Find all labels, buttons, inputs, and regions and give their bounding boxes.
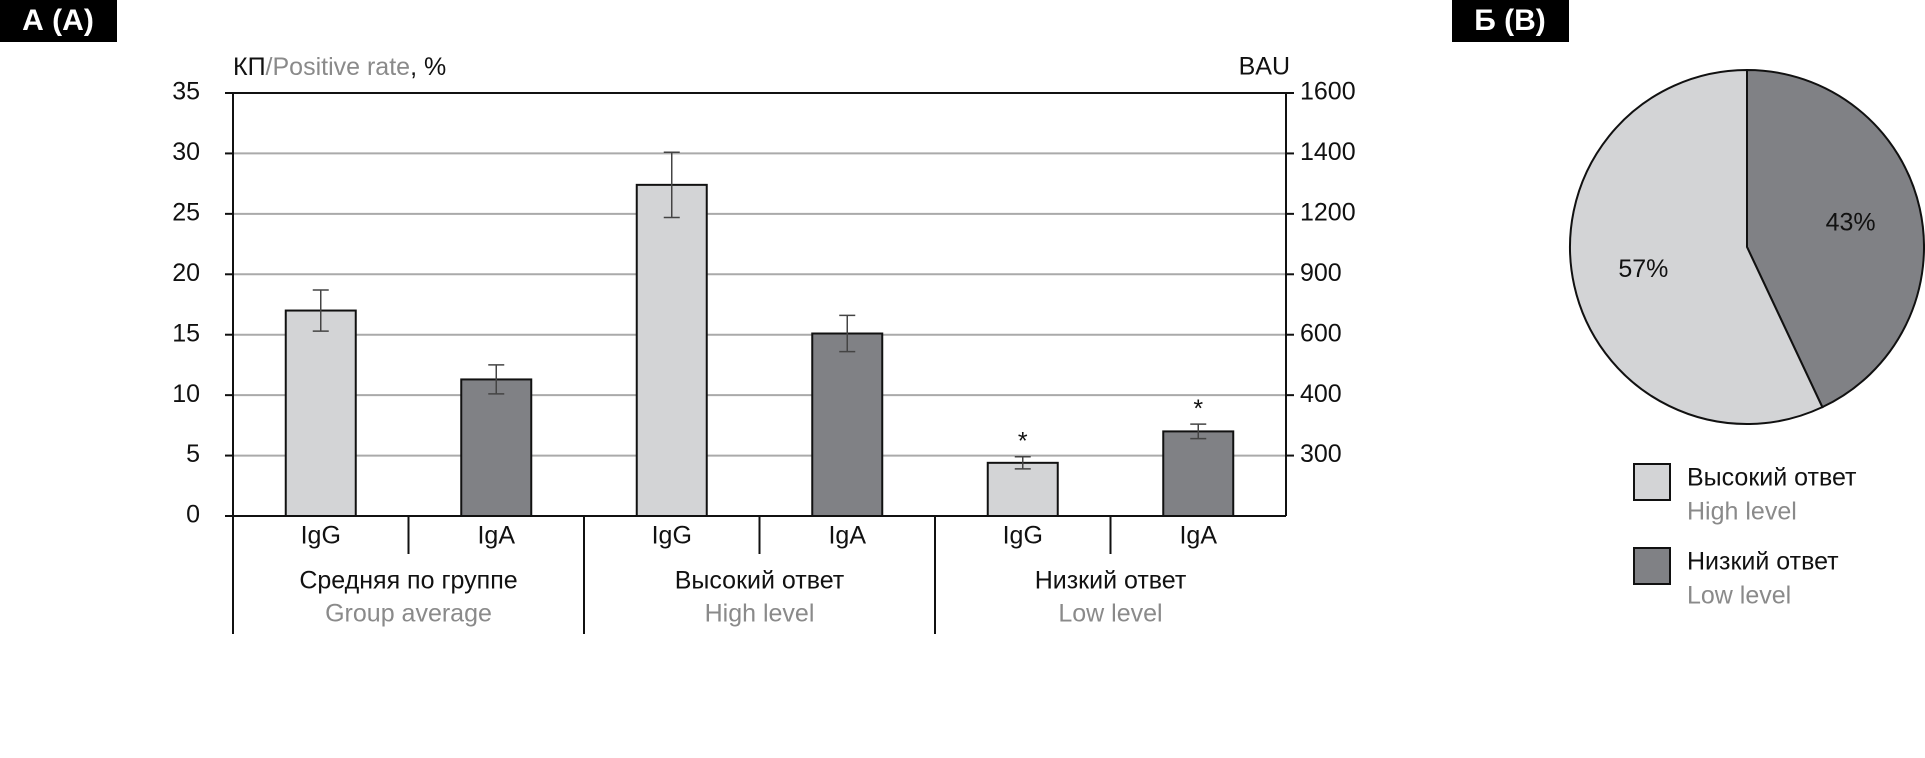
y2-tick-label: 900 bbox=[1300, 259, 1342, 287]
pie-slice bbox=[1569, 68, 1824, 425]
group-label: Низкий ответ bbox=[1035, 567, 1187, 595]
group-label: Высокий ответ bbox=[675, 567, 845, 595]
group-label-en: High level bbox=[705, 600, 815, 628]
bar bbox=[284, 309, 357, 517]
x-tick-label: IgG bbox=[652, 522, 692, 550]
panel-label-box bbox=[1452, 0, 1569, 42]
bar bbox=[811, 332, 884, 517]
legend-label: Высокий ответ bbox=[1687, 464, 1857, 492]
panel-label: Б (B) bbox=[1474, 4, 1546, 37]
bar bbox=[1162, 430, 1235, 517]
y2-axis-label: BAU bbox=[1239, 53, 1290, 81]
panel-label-box bbox=[0, 0, 117, 42]
y2-tick-label: 600 bbox=[1300, 319, 1342, 347]
y-tick-label: 5 bbox=[186, 440, 200, 468]
y-tick-label: 35 bbox=[172, 78, 200, 106]
significance-mark: * bbox=[1193, 395, 1203, 423]
y-tick-label: 25 bbox=[172, 198, 200, 226]
y-label-ru: КП bbox=[233, 53, 266, 81]
legend-swatch bbox=[1633, 463, 1671, 501]
y-tick-label: 0 bbox=[186, 501, 200, 529]
group-label: Средняя по группе bbox=[299, 567, 517, 595]
bar bbox=[635, 183, 708, 517]
legend-swatch bbox=[1633, 547, 1671, 585]
y-label-en: /Positive rate bbox=[266, 53, 411, 81]
y2-tick-label: 300 bbox=[1300, 440, 1342, 468]
pie-slice bbox=[1746, 68, 1925, 409]
y-tick-label: 10 bbox=[172, 380, 200, 408]
y-tick-label: 20 bbox=[172, 259, 200, 287]
y-tick-label: 30 bbox=[172, 138, 200, 166]
x-tick-label: IgG bbox=[301, 522, 341, 550]
y2-tick-label: 400 bbox=[1300, 380, 1342, 408]
group-label-en: Group average bbox=[325, 600, 492, 628]
significance-mark: * bbox=[1018, 427, 1028, 455]
y-axis-label: КП/Positive rate, % bbox=[233, 53, 446, 81]
bar bbox=[460, 378, 533, 517]
x-tick-label: IgG bbox=[1003, 522, 1043, 550]
bar bbox=[986, 461, 1059, 517]
pie-label: 57% bbox=[1618, 255, 1668, 283]
legend-label: Низкий ответ bbox=[1687, 548, 1839, 576]
x-tick-label: IgA bbox=[1179, 522, 1217, 550]
y2-tick-label: 1400 bbox=[1300, 138, 1356, 166]
y2-tick-label: 1200 bbox=[1300, 198, 1356, 226]
pie-label: 43% bbox=[1826, 208, 1876, 236]
legend-label-en: High level bbox=[1687, 498, 1797, 526]
y-tick-label: 15 bbox=[172, 319, 200, 347]
y-label-unit: , % bbox=[410, 53, 446, 81]
legend-label-en: Low level bbox=[1687, 582, 1791, 610]
x-tick-label: IgA bbox=[828, 522, 866, 550]
group-label-en: Low level bbox=[1058, 600, 1162, 628]
y2-tick-label: 1600 bbox=[1300, 78, 1356, 106]
x-tick-label: IgA bbox=[477, 522, 515, 550]
panel-label: А (А) bbox=[22, 4, 94, 37]
